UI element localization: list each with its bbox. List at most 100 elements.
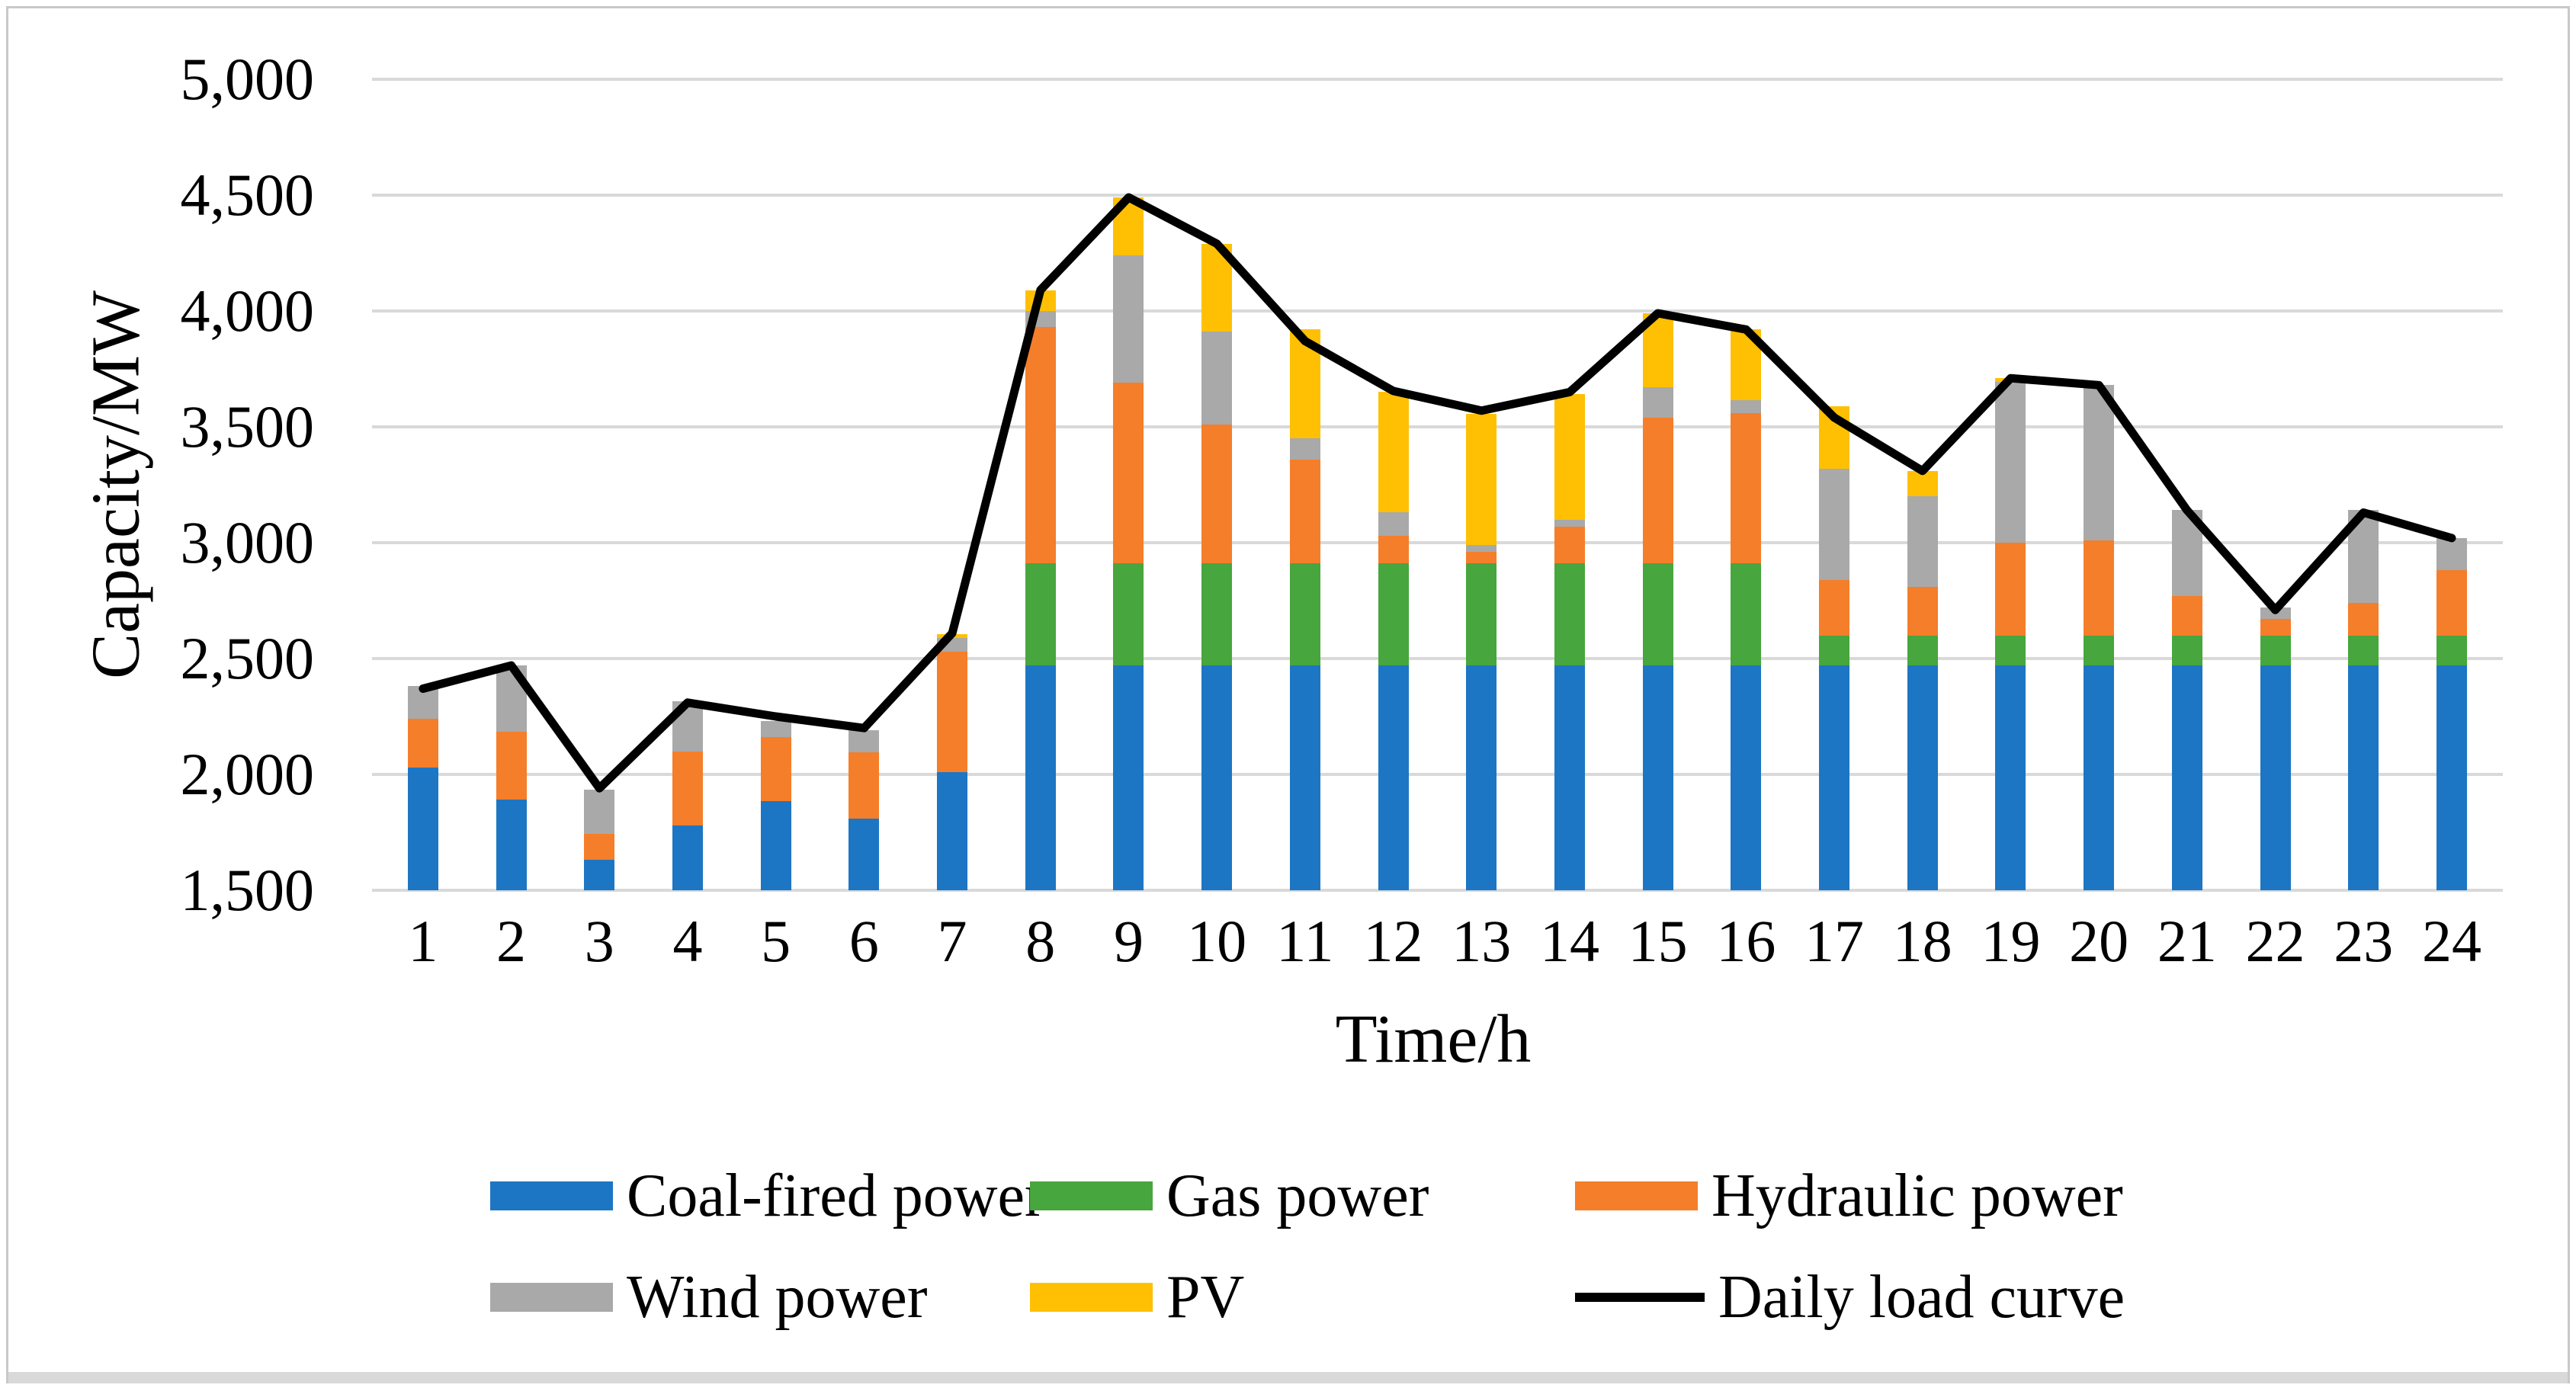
bar-segment-coal-fired-power-h2 bbox=[496, 800, 527, 890]
bar-segment-hydraulic-power-h18 bbox=[1907, 586, 1938, 636]
bar-segment-wind-power-h10 bbox=[1201, 332, 1233, 425]
plot-area bbox=[372, 78, 2503, 892]
gridline-5000 bbox=[372, 78, 2503, 81]
bar-segment-gas-power-h21 bbox=[2171, 635, 2202, 666]
x-tick-label-23: 23 bbox=[2334, 908, 2394, 974]
bar-segment-gas-power-h12 bbox=[1378, 563, 1409, 666]
bar-segment-hydraulic-power-h22 bbox=[2260, 619, 2291, 636]
bar-segment-gas-power-h19 bbox=[1995, 635, 2026, 666]
legend-line-marker bbox=[1575, 1293, 1705, 1302]
bar-segment-hydraulic-power-h9 bbox=[1113, 383, 1144, 564]
bar-segment-wind-power-h9 bbox=[1113, 255, 1144, 383]
bar-segment-coal-fired-power-h22 bbox=[2260, 665, 2291, 890]
bar-segment-hydraulic-power-h2 bbox=[496, 731, 527, 800]
legend-item-wind-power: Wind power bbox=[490, 1267, 927, 1328]
bar-segment-gas-power-h15 bbox=[1642, 563, 1673, 666]
gridline-2000 bbox=[372, 773, 2503, 776]
bar-segment-coal-fired-power-h19 bbox=[1995, 665, 2026, 890]
x-tick-label-16: 16 bbox=[1716, 908, 1776, 974]
bar-segment-pv-h18 bbox=[1907, 470, 1938, 497]
legend-item-coal-fired-power: Coal-fired power bbox=[490, 1165, 1045, 1226]
bar-segment-hydraulic-power-h23 bbox=[2348, 603, 2379, 636]
bar-segment-hydraulic-power-h24 bbox=[2436, 570, 2467, 636]
gridline-4000 bbox=[372, 309, 2503, 313]
x-tick-label-19: 19 bbox=[1981, 908, 2041, 974]
bar-segment-coal-fired-power-h3 bbox=[584, 860, 615, 890]
bar-segment-hydraulic-power-h13 bbox=[1466, 552, 1497, 564]
bar-segment-coal-fired-power-h15 bbox=[1642, 665, 1673, 890]
bar-segment-coal-fired-power-h7 bbox=[937, 771, 968, 890]
bar-segment-hydraulic-power-h15 bbox=[1642, 417, 1673, 564]
x-tick-label-14: 14 bbox=[1539, 908, 1599, 974]
bar-segment-gas-power-h11 bbox=[1289, 563, 1320, 666]
legend-label: Coal-fired power bbox=[627, 1162, 1045, 1229]
bar-segment-gas-power-h20 bbox=[2084, 635, 2115, 666]
x-tick-label-10: 10 bbox=[1187, 908, 1247, 974]
y-tick-label: 4,000 bbox=[180, 277, 315, 344]
bar-segment-wind-power-h14 bbox=[1554, 519, 1585, 527]
bar-segment-gas-power-h9 bbox=[1113, 563, 1144, 666]
x-tick-label-13: 13 bbox=[1452, 908, 1512, 974]
x-tick-label-4: 4 bbox=[672, 908, 703, 974]
x-tick-label-12: 12 bbox=[1363, 908, 1423, 974]
legend-label: PV bbox=[1166, 1264, 1245, 1331]
x-tick-label-1: 1 bbox=[408, 908, 438, 974]
gridline-2500 bbox=[372, 657, 2503, 660]
x-tick-label-7: 7 bbox=[937, 908, 967, 974]
bar-segment-wind-power-h3 bbox=[584, 789, 615, 834]
bar-segment-coal-fired-power-h16 bbox=[1731, 665, 1762, 890]
x-tick-label-17: 17 bbox=[1804, 908, 1865, 974]
bar-segment-hydraulic-power-h11 bbox=[1289, 459, 1320, 564]
bar-segment-coal-fired-power-h20 bbox=[2084, 665, 2115, 890]
bar-segment-pv-h12 bbox=[1378, 392, 1409, 513]
bar-segment-coal-fired-power-h12 bbox=[1378, 665, 1409, 890]
bar-segment-hydraulic-power-h20 bbox=[2084, 540, 2115, 636]
legend-item-pv: PV bbox=[1030, 1267, 1244, 1328]
bar-segment-hydraulic-power-h17 bbox=[1819, 579, 1850, 636]
bar-segment-wind-power-h15 bbox=[1642, 387, 1673, 418]
y-tick-label: 3,500 bbox=[180, 393, 315, 460]
x-tick-label-5: 5 bbox=[761, 908, 791, 974]
bar-segment-hydraulic-power-h14 bbox=[1554, 526, 1585, 564]
x-tick-label-3: 3 bbox=[584, 908, 614, 974]
bar-segment-wind-power-h24 bbox=[2436, 537, 2467, 571]
x-tick-label-6: 6 bbox=[849, 908, 879, 974]
bar-segment-coal-fired-power-h8 bbox=[1025, 665, 1056, 890]
y-tick-label: 2,500 bbox=[180, 625, 315, 691]
figure-bottom-band bbox=[8, 1372, 2568, 1383]
bar-segment-hydraulic-power-h6 bbox=[849, 752, 880, 819]
bar-segment-wind-power-h20 bbox=[2084, 385, 2115, 540]
bar-segment-coal-fired-power-h5 bbox=[760, 800, 791, 890]
legend-item-hydraulic-power: Hydraulic power bbox=[1575, 1165, 2123, 1226]
bar-segment-gas-power-h8 bbox=[1025, 563, 1056, 666]
bar-segment-wind-power-h18 bbox=[1907, 496, 1938, 587]
y-tick-label: 1,500 bbox=[180, 857, 315, 923]
legend-swatch bbox=[490, 1181, 613, 1210]
bar-segment-coal-fired-power-h10 bbox=[1201, 665, 1233, 890]
bar-segment-hydraulic-power-h16 bbox=[1731, 412, 1762, 564]
x-tick-label-2: 2 bbox=[496, 908, 527, 974]
bar-segment-wind-power-h19 bbox=[1995, 381, 2026, 543]
y-tick-label: 4,500 bbox=[180, 162, 315, 228]
gridline-4500 bbox=[372, 194, 2503, 197]
bar-segment-hydraulic-power-h4 bbox=[672, 751, 703, 825]
bar-segment-pv-h14 bbox=[1554, 394, 1585, 520]
bar-segment-coal-fired-power-h4 bbox=[672, 825, 703, 890]
bar-segment-gas-power-h13 bbox=[1466, 563, 1497, 666]
x-tick-label-24: 24 bbox=[2421, 908, 2481, 974]
bar-segment-coal-fired-power-h21 bbox=[2171, 665, 2202, 890]
bar-segment-coal-fired-power-h23 bbox=[2348, 665, 2379, 890]
bar-segment-hydraulic-power-h7 bbox=[937, 651, 968, 772]
legend-label: Wind power bbox=[627, 1264, 928, 1331]
x-tick-label-22: 22 bbox=[2245, 908, 2305, 974]
bar-segment-coal-fired-power-h24 bbox=[2436, 665, 2467, 890]
bar-segment-gas-power-h24 bbox=[2436, 635, 2467, 666]
x-tick-label-8: 8 bbox=[1025, 908, 1056, 974]
bar-segment-wind-power-h6 bbox=[849, 730, 880, 753]
x-tick-label-21: 21 bbox=[2157, 908, 2217, 974]
bar-segment-gas-power-h10 bbox=[1201, 563, 1233, 666]
bar-segment-pv-h13 bbox=[1466, 414, 1497, 546]
bar-segment-gas-power-h18 bbox=[1907, 635, 1938, 666]
bar-segment-hydraulic-power-h5 bbox=[760, 737, 791, 801]
legend-item-daily-load-curve: Daily load curve bbox=[1575, 1267, 2125, 1328]
